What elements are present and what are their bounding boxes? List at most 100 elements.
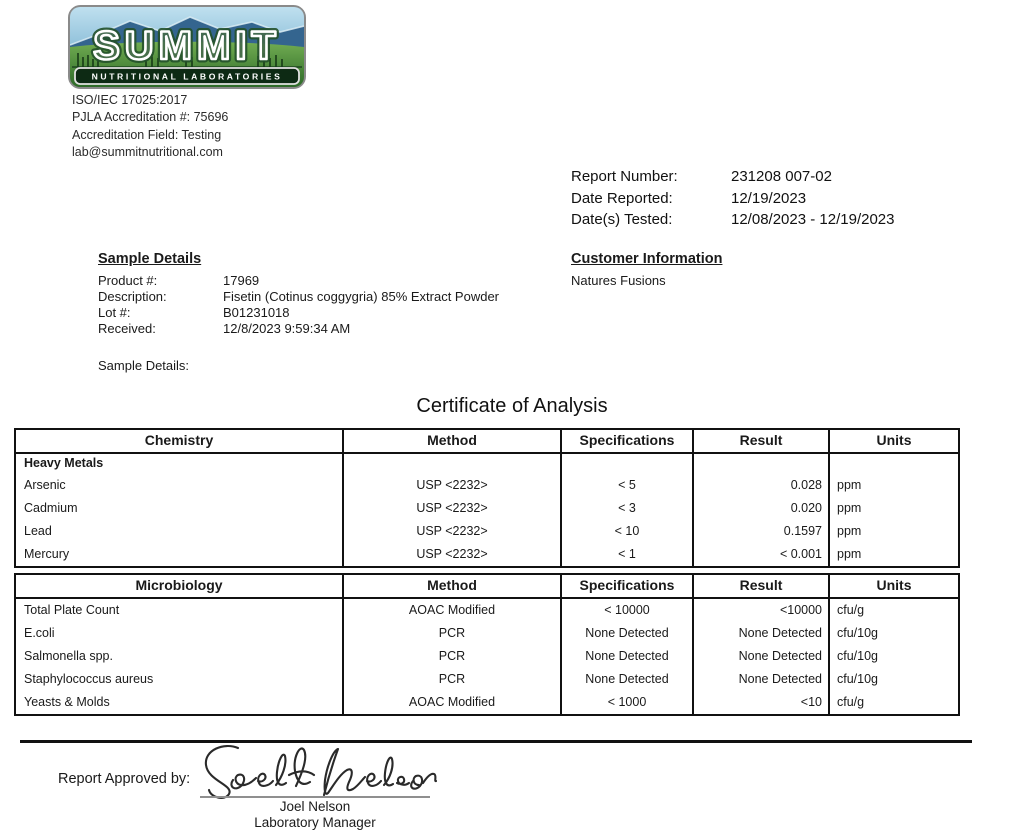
- report-number-label: Report Number:: [571, 168, 678, 185]
- received-label: Received:: [98, 321, 156, 336]
- result-header: Result: [692, 575, 828, 597]
- analyte-cell: Total Plate Count: [24, 603, 120, 617]
- date-reported-label: Date Reported:: [571, 189, 673, 207]
- units-cell: cfu/g: [828, 599, 958, 622]
- method-cell: AOAC Modified: [342, 691, 560, 714]
- analyte-cell: Staphylococcus aureus: [24, 672, 154, 686]
- result-cell: 0.028: [692, 474, 828, 497]
- analyte-cell: Yeasts & Molds: [24, 695, 110, 709]
- spec-cell: < 1000: [560, 691, 692, 714]
- empty-cell: [692, 454, 828, 474]
- table-row-staph: Staphylococcus aureus PCR None Detected …: [16, 668, 958, 691]
- table-row-total-plate-count: Total Plate Count AOAC Modified < 10000 …: [16, 599, 958, 622]
- signature-image: [192, 741, 438, 799]
- units-cell: ppm: [828, 497, 958, 520]
- result-cell: < 0.001: [692, 543, 828, 566]
- description-label: Description:: [98, 289, 167, 304]
- spec-cell: < 10000: [560, 599, 692, 622]
- result-cell: None Detected: [692, 622, 828, 645]
- received-row: Received: 12/8/2023 9:59:34 AM: [98, 321, 499, 337]
- units-cell: ppm: [828, 520, 958, 543]
- lot-number-label: Lot #:: [98, 305, 131, 320]
- sample-details-extra-label: Sample Details:: [98, 358, 190, 373]
- analyte-cell: E.coli: [24, 626, 55, 640]
- tree-silhouettes-icon: [77, 52, 283, 67]
- result-header: Result: [692, 430, 828, 452]
- logo-subtitle: NUTRITIONAL LABORATORIES: [92, 72, 283, 82]
- description-value: Fisetin (Cotinus coggygria) 85% Extract …: [223, 289, 500, 304]
- lot-number-value: B01231018: [223, 305, 290, 320]
- method-header: Method: [342, 430, 560, 452]
- product-number-row: Product #: 17969: [98, 273, 499, 289]
- method-cell: PCR: [342, 645, 560, 668]
- table-row-lead: Lead USP <2232> < 10 0.1597 ppm: [16, 520, 958, 543]
- report-number-row: Report Number: 231208 007-02: [571, 166, 894, 188]
- method-cell: USP <2232>: [342, 474, 560, 497]
- chemistry-header-row: Chemistry Method Specifications Result U…: [16, 430, 958, 454]
- chemistry-header: Chemistry: [144, 432, 214, 448]
- units-cell: cfu/10g: [828, 668, 958, 691]
- microbiology-header: Microbiology: [135, 577, 223, 593]
- specifications-header: Specifications: [560, 575, 692, 597]
- units-cell: cfu/10g: [828, 645, 958, 668]
- accreditation-field: Accreditation Field: Testing: [72, 127, 222, 142]
- empty-cell: [342, 454, 560, 474]
- dates-tested-row: Date(s) Tested: 12/08/2023 - 12/19/2023: [571, 209, 894, 231]
- table-row-mercury: Mercury USP <2232> < 1 < 0.001 ppm: [16, 543, 958, 566]
- spec-cell: None Detected: [560, 645, 692, 668]
- logo-title-outline: SUMMIT: [93, 24, 281, 68]
- microbiology-header-row: Microbiology Method Specifications Resul…: [16, 575, 958, 599]
- sample-details-heading: Sample Details: [98, 251, 202, 267]
- method-header: Method: [342, 575, 560, 597]
- units-header: Units: [828, 430, 958, 452]
- product-number-label: Product #:: [98, 273, 158, 288]
- certificate-title: Certificate of Analysis: [416, 395, 608, 417]
- units-cell: ppm: [828, 474, 958, 497]
- result-cell: 0.1597: [692, 520, 828, 543]
- table-row-yeasts-molds: Yeasts & Molds AOAC Modified < 1000 <10 …: [16, 691, 958, 714]
- spec-cell: < 1: [560, 543, 692, 566]
- result-cell: None Detected: [692, 668, 828, 691]
- customer-information-heading: Customer Information: [571, 251, 723, 267]
- handwritten-signature-icon: [204, 744, 438, 799]
- signer-name: Joel Nelson: [279, 799, 351, 814]
- analyte-cell: Mercury: [24, 547, 70, 561]
- analyte-cell: Salmonella spp.: [24, 649, 113, 663]
- accreditation-standard: ISO/IEC 17025:2017: [72, 93, 188, 107]
- report-number-value: 231208 007-02: [731, 168, 832, 185]
- customer-name: Natures Fusions: [571, 273, 666, 288]
- method-cell: USP <2232>: [342, 543, 560, 566]
- result-cell: <10000: [692, 599, 828, 622]
- analyte-cell: Arsenic: [24, 478, 66, 492]
- microbiology-table: Microbiology Method Specifications Resul…: [14, 573, 960, 716]
- report-approved-by-label: Report Approved by:: [58, 771, 191, 787]
- lab-email: lab@summitnutritional.com: [72, 145, 223, 160]
- result-cell: <10: [692, 691, 828, 714]
- group-label: Heavy Metals: [24, 456, 104, 470]
- summit-logo-graphic: SUMMIT SUMMIT NUTRITIONAL LABORATORIES: [68, 5, 306, 89]
- method-cell: PCR: [342, 622, 560, 645]
- sample-details-block: Sample Details Product #: 17969 Descript…: [98, 251, 499, 337]
- spec-cell: < 10: [560, 520, 692, 543]
- description-row: Description: Fisetin (Cotinus coggygria)…: [98, 289, 499, 305]
- specifications-header: Specifications: [560, 430, 692, 452]
- product-number-value: 17969: [223, 273, 260, 288]
- units-cell: cfu/g: [828, 691, 958, 714]
- chemistry-table: Chemistry Method Specifications Result U…: [14, 428, 960, 568]
- dates-tested-value: 12/08/2023 - 12/19/2023: [731, 211, 895, 228]
- empty-cell: [828, 454, 958, 474]
- spec-cell: < 3: [560, 497, 692, 520]
- method-cell: USP <2232>: [342, 497, 560, 520]
- units-cell: cfu/10g: [828, 622, 958, 645]
- date-reported-row: Date Reported: 12/19/2023: [571, 188, 894, 210]
- signer-title: Laboratory Manager: [254, 815, 376, 830]
- logo-title: SUMMIT: [93, 24, 281, 68]
- footer-divider: [20, 740, 972, 743]
- heavy-metals-group-row: Heavy Metals: [16, 454, 958, 474]
- spec-cell: < 5: [560, 474, 692, 497]
- date-reported-value: 12/19/2023: [731, 189, 807, 207]
- result-cell: None Detected: [692, 645, 828, 668]
- dates-tested-label: Date(s) Tested:: [571, 211, 673, 228]
- customer-information-block: Customer Information Natures Fusions: [571, 251, 722, 289]
- table-row-arsenic: Arsenic USP <2232> < 5 0.028 ppm: [16, 474, 958, 497]
